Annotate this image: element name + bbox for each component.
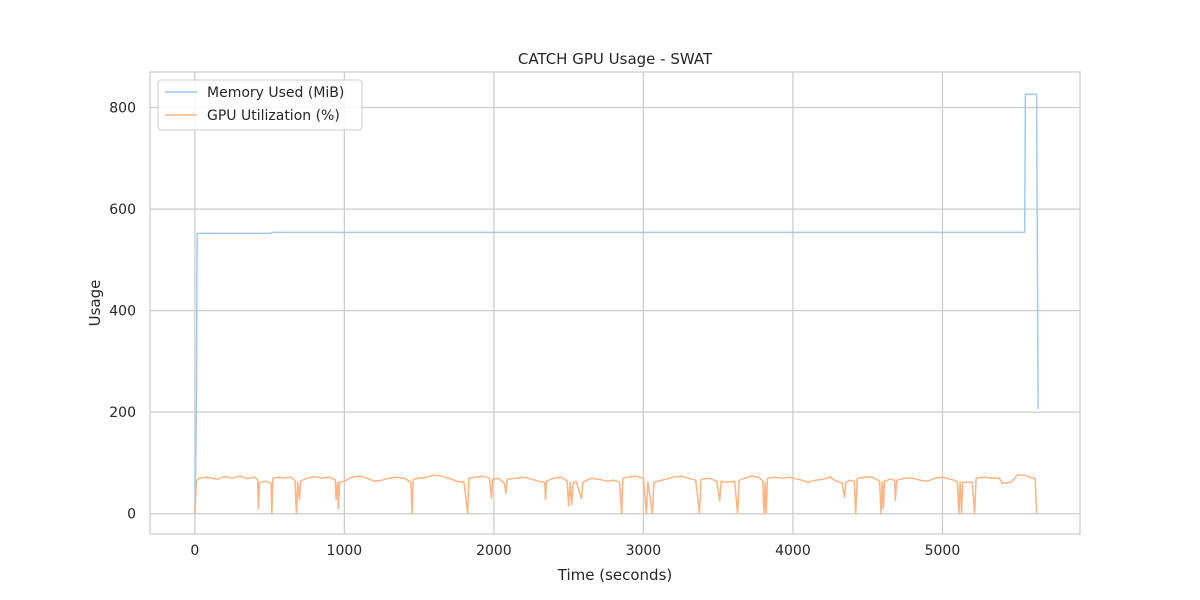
y-tick-label: 800 bbox=[109, 101, 136, 117]
x-axis-ticks: 0 1000 2000 3000 4000 5000 bbox=[190, 543, 960, 559]
x-tick-label: 3000 bbox=[626, 543, 662, 559]
grid bbox=[150, 72, 1080, 534]
x-axis-label: Time (seconds) bbox=[557, 566, 673, 584]
y-tick-label: 200 bbox=[109, 405, 136, 421]
plot-frame bbox=[149, 71, 1081, 535]
y-tick-label: 0 bbox=[127, 507, 136, 523]
chart-title: CATCH GPU Usage - SWAT bbox=[518, 50, 713, 68]
legend: Memory Used (MiB) GPU Utilization (%) bbox=[157, 79, 363, 131]
x-tick-label: 1000 bbox=[327, 543, 363, 559]
gpu-utilization-series-line bbox=[194, 474, 1038, 515]
y-axis-ticks: 0 200 400 600 800 bbox=[109, 101, 136, 523]
y-tick-label: 400 bbox=[109, 304, 136, 320]
y-axis-label: Usage bbox=[86, 280, 104, 327]
x-tick-label: 5000 bbox=[925, 543, 961, 559]
x-tick-label: 4000 bbox=[775, 543, 811, 559]
x-tick-label: 2000 bbox=[476, 543, 512, 559]
legend-label-memory: Memory Used (MiB) bbox=[207, 85, 344, 101]
legend-box bbox=[157, 79, 363, 131]
legend-label-gpu: GPU Utilization (%) bbox=[207, 108, 340, 124]
memory-series-line bbox=[194, 93, 1039, 514]
series-layer bbox=[194, 93, 1039, 515]
y-tick-label: 600 bbox=[109, 202, 136, 218]
x-tick-label: 0 bbox=[190, 543, 199, 559]
